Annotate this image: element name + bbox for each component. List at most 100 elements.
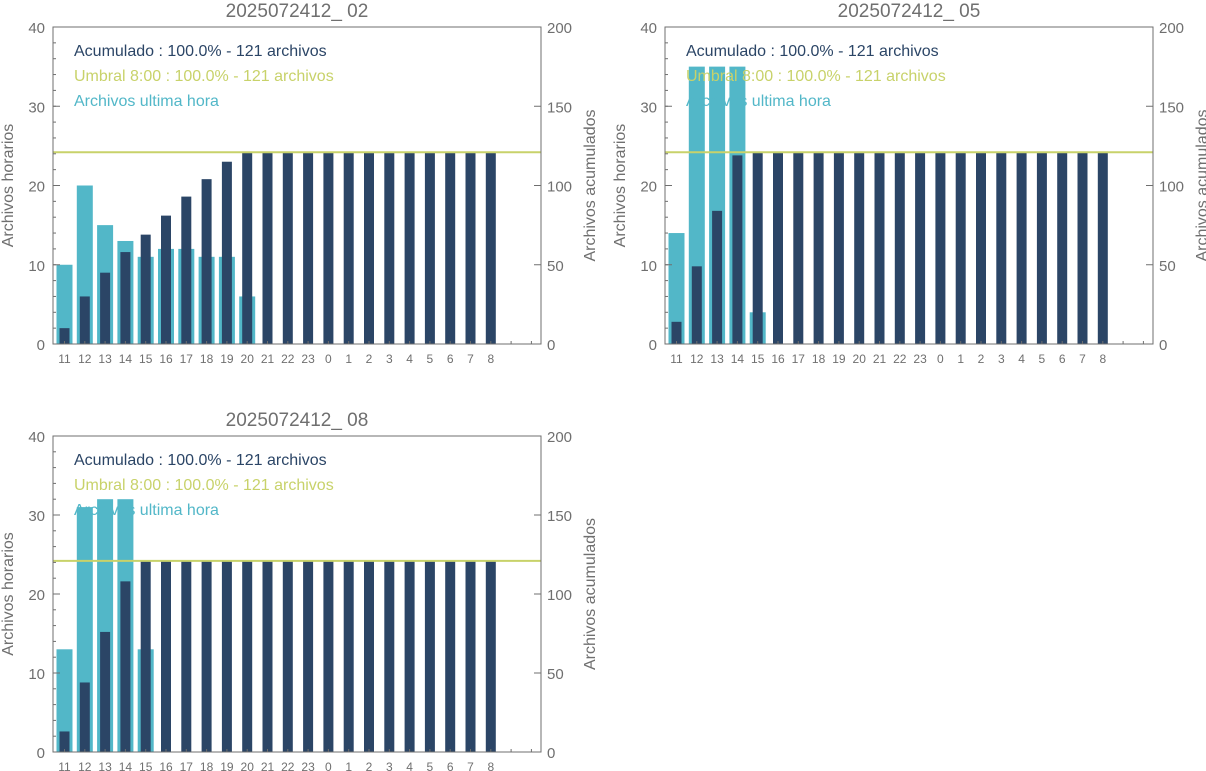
cumulative-bar xyxy=(1077,152,1088,344)
cumulative-bar xyxy=(1057,152,1068,344)
x-tick-label: 15 xyxy=(139,760,153,771)
x-tick-label: 23 xyxy=(301,352,315,366)
x-tick-label: 11 xyxy=(58,352,71,366)
cumulative-bar xyxy=(140,234,151,344)
cumulative-bar xyxy=(282,560,293,752)
left-tick-label: 30 xyxy=(640,99,657,116)
hourly-bar xyxy=(668,233,685,344)
cumulative-bar xyxy=(221,560,232,752)
right-tick-label: 200 xyxy=(547,429,572,446)
x-tick-label: 19 xyxy=(220,760,234,771)
cumulative-bar xyxy=(976,152,986,344)
left-tick-label: 30 xyxy=(28,99,45,116)
cumulative-bar xyxy=(485,560,496,752)
legend-entry: Umbral 8:00 : 100.0% - 121 archivos xyxy=(74,477,334,494)
cumulative-bar xyxy=(59,731,70,752)
x-tick-label: 8 xyxy=(1099,352,1106,366)
cumulative-bar xyxy=(262,560,273,752)
cumulative-bar xyxy=(364,152,374,344)
x-tick-label: 7 xyxy=(1079,352,1086,366)
x-tick-label: 20 xyxy=(241,352,255,366)
left-tick-label: 10 xyxy=(28,258,45,275)
x-tick-label: 3 xyxy=(998,352,1005,366)
legend-entry: Acumulado : 100.0% - 121 archivos xyxy=(74,452,327,469)
x-tick-label: 5 xyxy=(427,760,434,771)
hourly-bar xyxy=(56,264,73,344)
legend-entry: Umbral 8:00 : 100.0% - 121 archivos xyxy=(686,68,946,85)
chart-title: 2025072412_ 08 xyxy=(226,410,369,431)
left-tick-label: 20 xyxy=(28,587,45,604)
x-tick-label: 7 xyxy=(467,352,474,366)
cumulative-bar xyxy=(854,152,865,344)
x-tick-label: 12 xyxy=(78,352,92,366)
right-tick-label: 150 xyxy=(547,508,572,525)
cumulative-bar xyxy=(996,152,1007,344)
cumulative-bar xyxy=(691,266,702,344)
legend-entry: Archivos ultima hora xyxy=(74,93,219,110)
x-tick-label: 21 xyxy=(261,352,275,366)
x-tick-label: 0 xyxy=(325,352,332,366)
right-tick-label: 100 xyxy=(547,587,572,604)
ylabel-left: Archivos horarios xyxy=(0,124,17,248)
x-tick-label: 1 xyxy=(345,352,352,366)
x-tick-label: 8 xyxy=(487,352,494,366)
x-tick-label: 23 xyxy=(301,760,315,771)
right-tick-label: 50 xyxy=(547,258,564,275)
hourly-bar xyxy=(56,649,73,752)
cumulative-bar xyxy=(445,152,456,344)
cumulative-bar xyxy=(833,152,844,344)
cumulative-bar xyxy=(303,560,314,752)
ylabel-left: Archivos horarios xyxy=(0,532,17,656)
x-tick-label: 13 xyxy=(710,352,724,366)
cumulative-bar xyxy=(732,155,743,344)
x-tick-label: 16 xyxy=(771,352,785,366)
cumulative-bar xyxy=(465,152,476,344)
x-tick-label: 4 xyxy=(406,760,413,771)
x-tick-label: 12 xyxy=(78,760,92,771)
left-tick-label: 0 xyxy=(649,337,657,354)
x-tick-label: 6 xyxy=(447,352,454,366)
legend-entry: Archivos ultima hora xyxy=(74,502,219,519)
cumulative-bar xyxy=(404,152,415,344)
ylabel-right: Archivos acumulados xyxy=(582,109,599,261)
cumulative-bar xyxy=(161,215,171,344)
chart-title: 2025072412_ 05 xyxy=(838,1,981,22)
x-tick-label: 11 xyxy=(670,352,683,366)
cumulative-bar xyxy=(120,252,131,344)
left-tick-label: 10 xyxy=(28,666,45,683)
right-tick-label: 50 xyxy=(547,666,564,683)
legend-entry: Umbral 8:00 : 100.0% - 121 archivos xyxy=(74,68,334,85)
right-tick-label: 150 xyxy=(547,99,572,116)
left-tick-label: 0 xyxy=(37,337,45,354)
x-tick-label: 23 xyxy=(913,352,927,366)
cumulative-bar xyxy=(384,152,395,344)
cumulative-bar xyxy=(773,152,783,344)
cumulative-bar xyxy=(384,560,395,752)
ylabel-left: Archivos horarios xyxy=(612,124,629,248)
right-tick-label: 0 xyxy=(1159,337,1167,354)
x-tick-label: 14 xyxy=(119,760,133,771)
ylabel-right: Archivos acumulados xyxy=(582,518,599,670)
cumulative-bar xyxy=(1036,152,1047,344)
cumulative-bar xyxy=(935,152,946,344)
cumulative-bar xyxy=(424,152,435,344)
cumulative-bar xyxy=(793,152,804,344)
x-tick-label: 14 xyxy=(119,352,133,366)
ylabel-right: Archivos acumulados xyxy=(1194,109,1206,261)
cumulative-bar xyxy=(161,560,171,752)
x-tick-label: 16 xyxy=(159,352,173,366)
cumulative-bar xyxy=(404,560,415,752)
right-tick-label: 100 xyxy=(1159,179,1184,196)
cumulative-bar xyxy=(59,328,70,344)
x-tick-label: 3 xyxy=(386,352,393,366)
right-tick-label: 150 xyxy=(1159,99,1184,116)
x-tick-label: 2 xyxy=(366,352,373,366)
right-tick-label: 100 xyxy=(547,179,572,196)
x-tick-label: 2 xyxy=(978,352,985,366)
right-tick-label: 200 xyxy=(1159,20,1184,37)
left-tick-label: 20 xyxy=(28,179,45,196)
cumulative-bar xyxy=(671,321,682,344)
left-tick-label: 40 xyxy=(28,429,45,446)
